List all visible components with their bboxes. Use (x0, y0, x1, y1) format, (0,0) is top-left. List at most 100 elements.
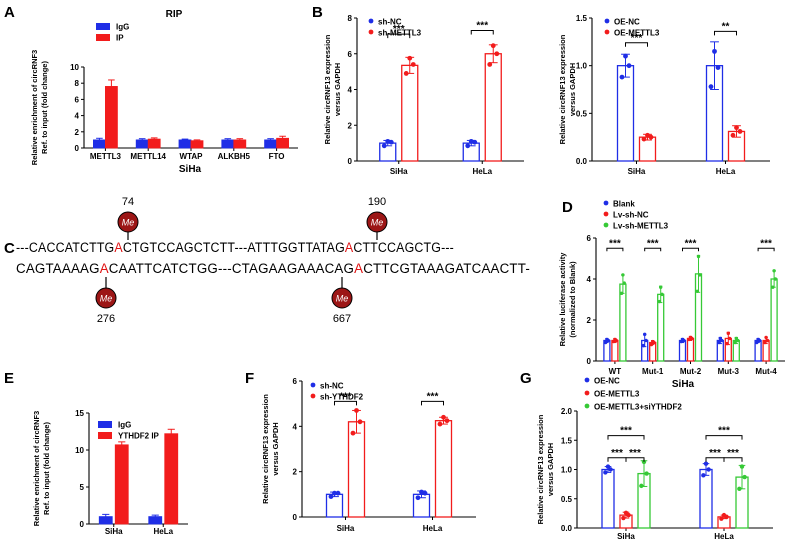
bar-f-1-0 (347, 421, 366, 518)
bar-g-0-1 (699, 468, 713, 529)
legend-marker-f-0 (310, 382, 316, 388)
data-point-f-0-0-1 (335, 490, 341, 496)
legend-marker-d-2 (603, 222, 609, 228)
panel-label-f: F (245, 370, 254, 387)
data-point-d-0-1-2 (643, 332, 647, 337)
y-tick-label-a-4: 8 (75, 79, 80, 88)
y-tick-label-g-2: 1.0 (561, 466, 573, 475)
y-tick-label-d-3: 6 (587, 234, 592, 243)
data-point-d-1-3-1 (727, 336, 732, 341)
bar-b1-1-1 (484, 53, 502, 162)
legend-marker-f-1 (310, 393, 316, 399)
me-label-74: Me (122, 218, 135, 228)
legend-marker-g-1 (584, 390, 590, 396)
bar-b1-1-0 (401, 64, 419, 162)
seq2-post: CTTCGTAAAGATCAACTT- (363, 261, 530, 276)
significance-bracket-g-1 (625, 457, 645, 462)
data-point-b2-0-0-2 (623, 53, 628, 59)
data-point-d-1-1-0 (649, 342, 654, 347)
significance-bracket-b1-0 (387, 33, 411, 39)
legend-label-b1-1: sh-METTL3 (378, 29, 422, 38)
bar-a-0-2 (178, 139, 192, 149)
significance-bracket-b2-1 (714, 30, 737, 36)
chart-d: 0 2 4 6 Relative luciferase activity(normali… (558, 200, 785, 390)
y-tick-label-b1-3: 6 (348, 50, 353, 59)
me-marker-74 (117, 211, 139, 233)
data-point-g-1-0-2 (623, 510, 629, 515)
category-label-b2-0: SiHa (628, 167, 646, 176)
significance-bracket-g-4 (607, 435, 645, 440)
significance-bracket-g-3 (723, 457, 743, 462)
bar-a-0-0 (93, 139, 106, 149)
category-label-g-1: HeLa (714, 532, 734, 541)
y-tick-label-b1-2: 4 (348, 86, 353, 95)
y-tick-label-g-3: 1.5 (561, 436, 573, 445)
data-point-d-2-0-1 (622, 281, 626, 285)
chart-panels: 0 2 4 6 8 10 Relative enrichment of circRNF3Re… (30, 9, 785, 541)
chart-g: 0.0 0.5 1.0 1.5 2.0 Relative circRNF13 expres… (536, 377, 773, 541)
data-point-d-0-4-0 (755, 340, 759, 345)
me-label-667: Me (336, 294, 349, 304)
data-point-g-0-1-0 (701, 473, 706, 478)
data-point-d-1-0-2 (613, 337, 617, 342)
category-label-a-0: METTL3 (90, 152, 122, 161)
data-point-d-2-1-2 (659, 285, 663, 289)
category-label-b1-1: HeLa (472, 167, 492, 176)
legend-label-d-2: Lv-sh-METTL3 (613, 222, 669, 231)
data-point-g-2-0-0 (639, 483, 644, 489)
chart-f: 0 2 4 6 Relative circRNF13 expressionversus … (261, 377, 476, 533)
seq2-site-a1: A (100, 261, 109, 276)
data-point-d-2-2-2 (696, 254, 701, 259)
bar-b2-0-0 (616, 65, 635, 162)
data-point-d-2-3-0 (733, 340, 737, 345)
chart-a: 0 2 4 6 8 10 Relative enrichment of circRNF3Re… (30, 9, 298, 175)
y-tick-label-g-1: 0.5 (561, 495, 573, 504)
significance-label-g-4: *** (620, 426, 632, 437)
y-axis-label-b2: Relative circRNF13 expressionversus GAPD… (558, 34, 577, 144)
data-point-d-1-4-2 (764, 335, 768, 340)
bar-a-0-1 (135, 139, 149, 149)
y-tick-label-a-0: 0 (75, 144, 80, 153)
bar-e-1-1 (164, 433, 179, 525)
data-point-d-1-3-2 (726, 331, 730, 336)
site-number-276: 276 (97, 313, 115, 325)
site-number-74: 74 (122, 196, 134, 208)
significance-bracket-d-3 (757, 247, 775, 252)
data-point-f-0-0-0 (328, 494, 334, 499)
data-point-d-1-1-2 (651, 339, 655, 344)
y-tick-label-e-2: 10 (75, 446, 84, 455)
data-point-d-2-4-1 (773, 277, 778, 281)
category-label-a-3: ALKBH5 (218, 152, 251, 161)
data-point-b1-0-1-0 (465, 143, 471, 149)
data-point-d-0-1-0 (641, 343, 646, 348)
bar-a-1-4 (276, 137, 290, 149)
bar-g-0-0 (601, 468, 615, 529)
data-point-g-2-0-2 (641, 459, 647, 465)
data-point-b2-1-0-2 (645, 132, 650, 138)
data-point-d-2-1-1 (660, 292, 664, 297)
significance-bracket-b1-1 (470, 30, 494, 35)
bar-a-1-0 (105, 86, 118, 149)
data-point-b1-1-0-1 (410, 62, 416, 67)
significance-bracket-b2-0 (625, 42, 648, 47)
significance-label-g-3: *** (727, 448, 739, 459)
seq1-site-a1: A (114, 240, 122, 255)
legend-label-a-0: IgG (116, 23, 129, 32)
site-number-190: 190 (368, 196, 386, 208)
legend-label-d-0: Blank (613, 200, 635, 209)
category-label-b2-1: HeLa (716, 167, 736, 176)
data-point-g-0-1-1 (706, 467, 711, 472)
y-tick-label-a-3: 6 (75, 95, 80, 104)
y-tick-label-e-1: 5 (80, 483, 85, 492)
y-tick-label-b2-2: 1.0 (576, 62, 588, 71)
me-marker-190 (366, 211, 388, 233)
me-label-276: Me (100, 294, 113, 304)
data-point-g-0-0-2 (605, 464, 611, 469)
category-label-d-4: Mut-4 (755, 367, 777, 376)
data-point-d-1-3-0 (725, 341, 729, 346)
legend-label-g-1: OE-METTL3 (594, 390, 640, 399)
data-point-g-0-0-1 (608, 467, 613, 472)
legend-marker-b2-0 (604, 18, 610, 24)
data-point-g-2-1-2 (739, 464, 745, 469)
me-label-190: Me (371, 218, 384, 228)
